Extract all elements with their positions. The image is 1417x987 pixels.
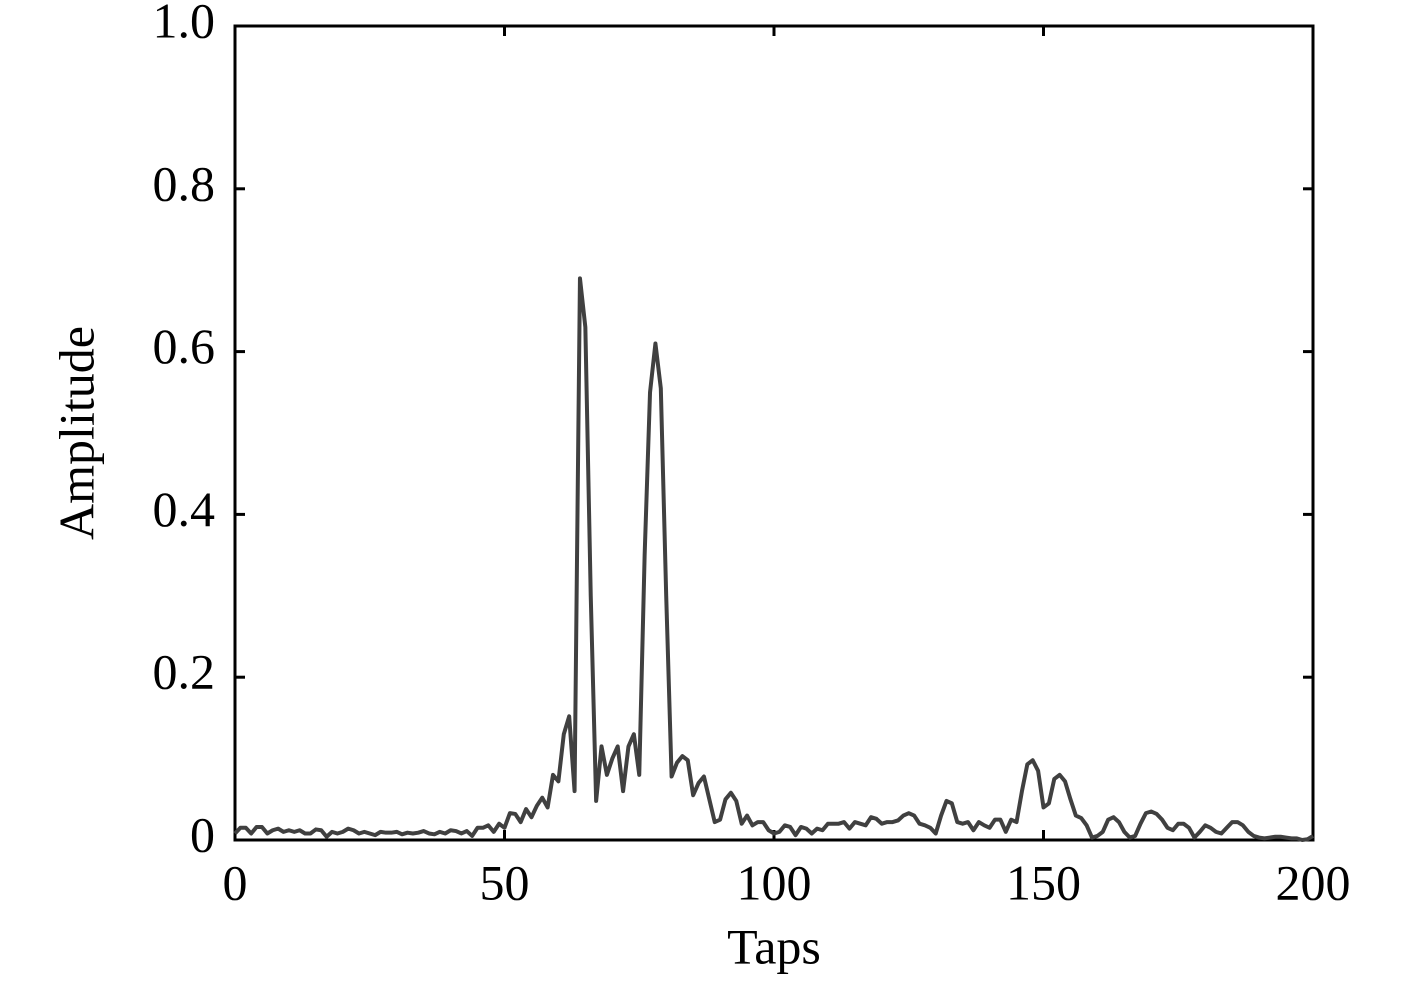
- x-tick-label: 50: [480, 854, 530, 910]
- y-tick-label: 0.4: [153, 481, 216, 537]
- x-tick-label: 100: [737, 854, 812, 910]
- y-tick-label: 0: [190, 806, 215, 862]
- y-tick-label: 0.8: [153, 155, 216, 211]
- y-tick-label: 1.0: [153, 0, 216, 48]
- y-axis-label: Amplitude: [48, 326, 104, 540]
- data-line: [233, 276, 1315, 842]
- x-tick-label: 150: [1006, 854, 1081, 910]
- x-tick-label: 0: [223, 854, 248, 910]
- plot-frame: [233, 24, 1315, 842]
- x-tick-label: 200: [1276, 854, 1351, 910]
- y-tick-label: 0.6: [153, 318, 216, 374]
- x-axis-label: Taps: [727, 918, 821, 974]
- y-tick-label: 0.2: [153, 644, 216, 700]
